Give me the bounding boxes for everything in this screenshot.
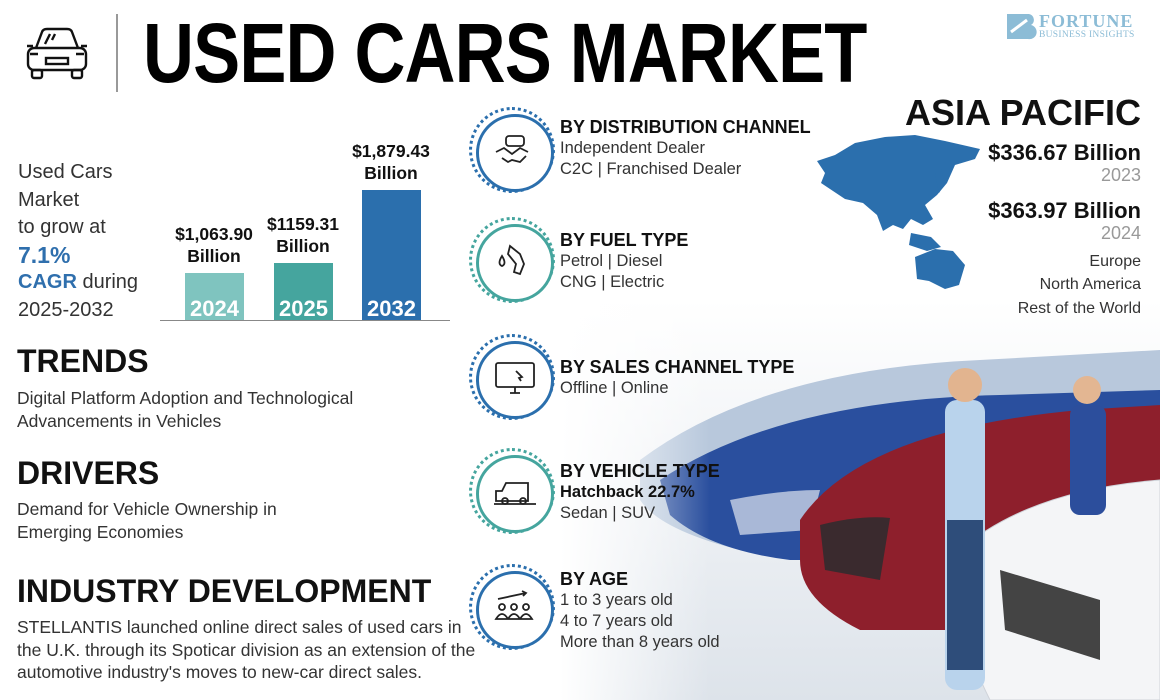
segment-highlight: Hatchback 22.7% [560,483,695,501]
segment-icon-ring [469,448,555,534]
drivers-heading: DRIVERS [17,455,160,491]
segment-icon-ring [469,564,555,650]
segment-heading: BY AGE [560,569,629,589]
region-name: ASIA PACIFIC [904,92,1141,133]
bar-year-label: 2025 [279,296,328,321]
fuel-nozzle-icon [498,244,525,276]
logo-text: FORTUNE [1039,11,1134,31]
segment-text: BY DISTRIBUTION CHANNEL Independent Deale… [560,117,811,180]
segment-text: BY SALES CHANNEL TYPE Offline | Online [560,357,794,399]
segment-text: BY FUEL TYPE Petrol | Diesel CNG | Electri… [560,230,688,293]
segment-text: BY VEHICLE TYPE Hatchback 22.7% Sedan | SU… [560,461,720,524]
industry-text: STELLANTIS launched online direct sales … [17,617,476,682]
logo-mark-icon [1007,14,1037,40]
chart-axis [160,320,450,321]
bar-2025: 2025 [274,263,333,321]
suv-icon [494,482,536,505]
segment-item: CNG | Electric [560,273,665,291]
cagr-line: to grow at [18,216,106,238]
region-value-2024: $363.97 Billion [988,198,1141,223]
segment-icon-ring [469,334,555,420]
region-value-2023: $336.67 Billion [988,140,1141,165]
trends-text: Digital Platform Adoption and Technologi… [17,388,354,431]
region-other: Europe [1089,253,1141,270]
bar-2024: 2024 [185,273,244,321]
header-divider [116,14,118,92]
cagr-label: CAGR [18,271,77,293]
bar-value-label: $1,879.43 Billion [352,141,430,183]
bar-2032: 2032 [362,190,421,321]
segment-item: More than 8 years old [560,633,720,651]
segment-text: BY AGE 1 to 3 years old 4 to 7 years old Mo… [560,569,720,653]
fortune-logo: FORTUNE BUSINESS INSIGHTS [1005,11,1145,42]
showroom-photo [560,300,1160,700]
segment-icon-ring [469,217,555,303]
bar-value-label: $1,063.90 Billion [175,224,253,266]
segment-heading: BY DISTRIBUTION CHANNEL [560,117,811,137]
handshake-car-icon [495,135,529,164]
segment-icon-ring [469,107,555,193]
drivers-text: Demand for Vehicle Ownership in Emerging… [17,499,277,542]
bar-year-label: 2024 [190,296,239,321]
cagr-line: Market [18,188,80,211]
bar-year-label: 2032 [367,296,416,321]
cagr-summary: Used Cars Market to grow at 7.1% CAGR du… [18,159,138,324]
monitor-click-icon [495,362,535,394]
industry-heading: INDUSTRY DEVELOPMENT [17,573,432,609]
segment-heading: BY VEHICLE TYPE [560,461,720,481]
cagr-rate: 7.1% [18,241,71,268]
segment-item: Independent Dealer [560,139,705,157]
segment-item: Offline | Online [560,379,669,397]
market-bar-chart: 2024 $1,063.90 Billion 2025 $1159.31 Billio… [0,0,460,700]
people-growth-icon [494,590,534,620]
asia-pacific-map [817,135,980,289]
segment-item: C2C | Franchised Dealer [560,160,742,178]
page-title: USED CARS MARKET [143,6,867,100]
region-year-2023: 2023 [1100,165,1141,185]
region-year-2024: 2024 [1100,223,1141,243]
cagr-period: 2025-2032 [18,298,114,321]
bar-value-label: $1159.31 Billion [266,214,340,257]
segment-heading: BY FUEL TYPE [560,230,689,250]
cagr-line: Used Cars [18,161,113,183]
segment-item: 1 to 3 years old [560,591,673,609]
region-other: Rest of the World [1017,300,1141,317]
trends-heading: TRENDS [17,343,149,379]
segment-heading: BY SALES CHANNEL TYPE [560,357,795,377]
segment-item: Petrol | Diesel [560,252,663,270]
segment-item: Sedan | SUV [560,504,656,522]
region-other: North America [1039,276,1141,293]
car-front-icon [26,27,88,80]
segment-item: 4 to 7 years old [560,612,673,630]
logo-subtext: BUSINESS INSIGHTS [1039,30,1135,40]
cagr-during: during [76,271,139,293]
